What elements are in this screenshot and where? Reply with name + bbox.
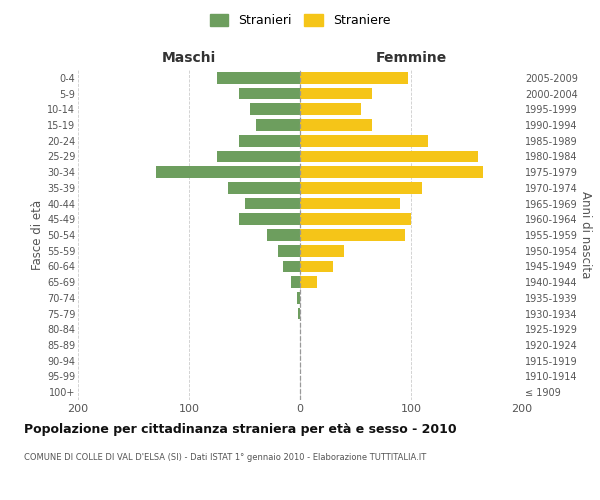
Bar bbox=[267, 229, 300, 241]
Bar bbox=[300, 198, 400, 209]
Bar bbox=[278, 245, 300, 256]
Bar bbox=[300, 104, 361, 115]
Bar bbox=[300, 150, 478, 162]
Bar bbox=[298, 308, 300, 320]
Bar bbox=[300, 182, 422, 194]
Bar bbox=[300, 229, 406, 241]
Bar bbox=[239, 214, 300, 225]
Bar bbox=[300, 276, 317, 288]
Bar bbox=[300, 260, 334, 272]
Legend: Stranieri, Straniere: Stranieri, Straniere bbox=[206, 10, 394, 31]
Text: Popolazione per cittadinanza straniera per età e sesso - 2010: Popolazione per cittadinanza straniera p… bbox=[24, 422, 457, 436]
Bar bbox=[296, 292, 300, 304]
Bar bbox=[300, 119, 372, 131]
Y-axis label: Fasce di età: Fasce di età bbox=[31, 200, 44, 270]
Bar bbox=[256, 119, 300, 131]
Bar bbox=[245, 198, 300, 209]
Bar bbox=[300, 88, 372, 100]
Bar bbox=[300, 214, 411, 225]
Bar bbox=[228, 182, 300, 194]
Bar bbox=[250, 104, 300, 115]
Bar bbox=[291, 276, 300, 288]
Bar bbox=[217, 150, 300, 162]
Bar bbox=[217, 72, 300, 84]
Text: Maschi: Maschi bbox=[162, 51, 216, 65]
Bar bbox=[300, 135, 428, 146]
Bar bbox=[283, 260, 300, 272]
Y-axis label: Anni di nascita: Anni di nascita bbox=[578, 192, 592, 278]
Bar bbox=[300, 166, 483, 178]
Text: Femmine: Femmine bbox=[376, 51, 446, 65]
Text: COMUNE DI COLLE DI VAL D'ELSA (SI) - Dati ISTAT 1° gennaio 2010 - Elaborazione T: COMUNE DI COLLE DI VAL D'ELSA (SI) - Dat… bbox=[24, 452, 426, 462]
Bar bbox=[300, 72, 407, 84]
Bar bbox=[239, 88, 300, 100]
Bar bbox=[156, 166, 300, 178]
Bar bbox=[300, 245, 344, 256]
Bar bbox=[239, 135, 300, 146]
